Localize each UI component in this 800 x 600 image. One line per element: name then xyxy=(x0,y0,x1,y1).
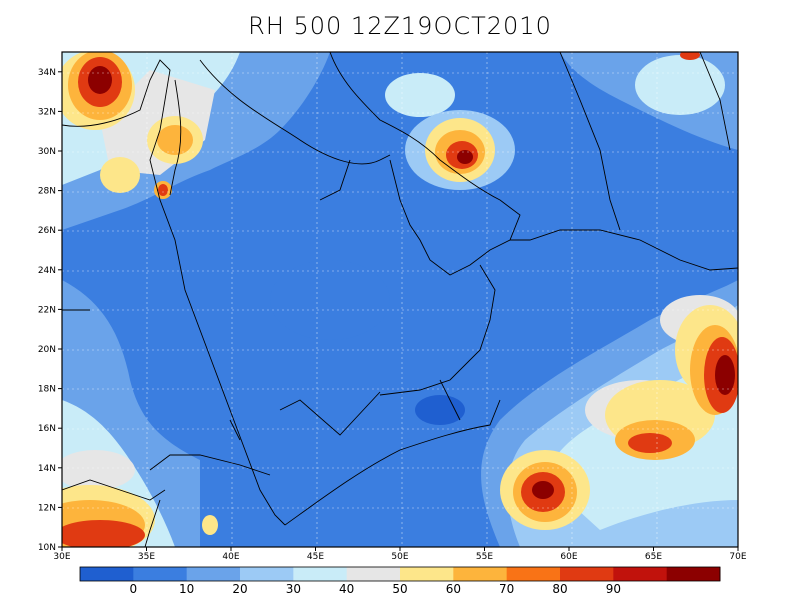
y-tick-label: 26N xyxy=(38,226,56,236)
colorbar-swatch xyxy=(613,567,668,581)
colorbar-swatch xyxy=(186,567,241,581)
colorbar-swatch xyxy=(560,567,614,581)
x-tick-label: 65E xyxy=(645,552,662,562)
colorbar-label: 60 xyxy=(446,582,461,596)
colorbar-swatch xyxy=(293,567,348,581)
x-tick-label: 70E xyxy=(729,552,746,562)
y-tick-label: 34N xyxy=(38,68,56,78)
colorbar-label: 30 xyxy=(286,582,301,596)
colorbar-label: 90 xyxy=(606,582,621,596)
rh-field xyxy=(62,52,738,547)
colorbar-label: 40 xyxy=(339,582,354,596)
x-axis: 30E 35E 40E 45E 50E 55E 60E 65E 70E xyxy=(53,547,747,562)
colorbar-label: 80 xyxy=(552,582,567,596)
colorbar: 0 10 20 30 40 50 60 70 80 90 xyxy=(79,566,721,596)
colorbar-swatch xyxy=(240,567,294,581)
y-tick-label: 14N xyxy=(38,464,56,474)
x-tick-label: 30E xyxy=(53,552,70,562)
colorbar-label: 20 xyxy=(232,582,247,596)
colorbar-label: 70 xyxy=(499,582,514,596)
coastlines xyxy=(62,52,738,547)
x-tick-label: 45E xyxy=(307,552,324,562)
x-tick-label: 35E xyxy=(138,552,155,562)
y-tick-label: 32N xyxy=(38,107,56,117)
y-tick-label: 10N xyxy=(38,543,56,553)
y-tick-label: 22N xyxy=(38,305,56,315)
y-tick-label: 24N xyxy=(38,266,56,276)
colorbar-swatch xyxy=(400,567,454,581)
y-tick-label: 16N xyxy=(38,424,56,434)
colorbar-label: 50 xyxy=(392,582,407,596)
colorbar-swatch xyxy=(506,567,561,581)
y-tick-label: 30N xyxy=(38,147,56,157)
colorbar-label: 0 xyxy=(130,582,138,596)
x-tick-label: 55E xyxy=(476,552,493,562)
colorbar-swatch xyxy=(453,567,508,581)
colorbar-swatch xyxy=(80,567,134,581)
y-tick-label: 12N xyxy=(38,503,56,513)
x-tick-label: 50E xyxy=(391,552,408,562)
x-tick-label: 60E xyxy=(560,552,577,562)
colorbar-swatch xyxy=(666,567,721,581)
y-axis: 10N 12N 14N 16N 18N 20N 22N 24N 26N 28N 30N 32N 34N xyxy=(38,68,62,553)
map-title: RH 500 12Z19OCT2010 xyxy=(248,12,552,40)
colorbar-swatch xyxy=(133,567,188,581)
colorbar-swatch xyxy=(346,567,401,581)
y-tick-label: 28N xyxy=(38,187,56,197)
y-tick-label: 20N xyxy=(38,345,56,355)
colorbar-label: 10 xyxy=(179,582,194,596)
y-tick-label: 18N xyxy=(38,385,56,395)
x-tick-label: 40E xyxy=(222,552,239,562)
